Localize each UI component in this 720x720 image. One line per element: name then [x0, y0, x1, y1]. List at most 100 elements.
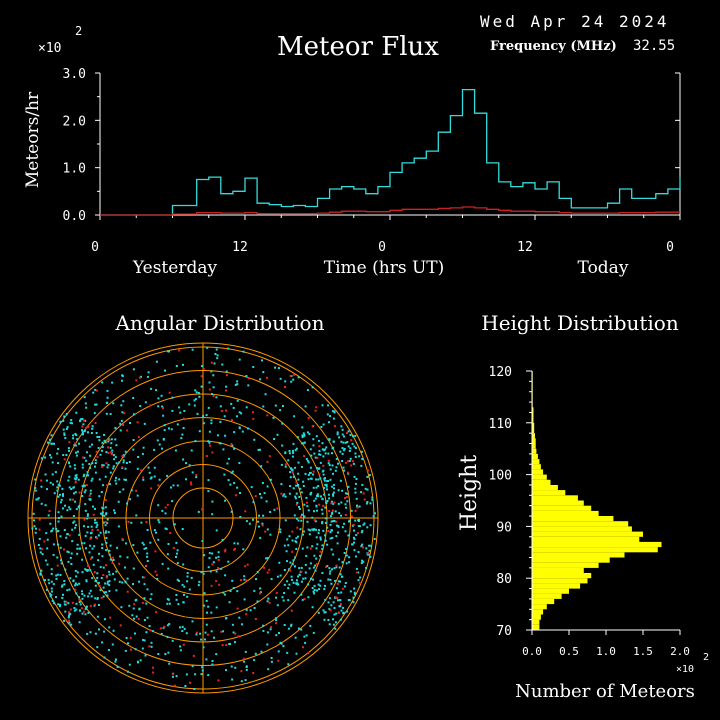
height-bar	[532, 500, 584, 506]
angular-point-cyan	[227, 457, 230, 460]
angular-point-cyan	[68, 486, 71, 489]
angular-point-cyan	[227, 479, 230, 482]
angular-point-cyan	[55, 574, 58, 577]
angular-point-cyan	[96, 598, 99, 601]
angular-point-red	[190, 481, 192, 484]
angular-point-cyan	[342, 611, 345, 614]
angular-point-cyan	[200, 385, 203, 388]
angular-point-cyan	[89, 569, 92, 572]
angular-point-cyan	[284, 452, 287, 455]
angular-point-cyan	[360, 562, 363, 565]
angular-point-cyan	[328, 572, 331, 575]
angular-point-cyan	[234, 666, 237, 669]
angular-point-cyan	[72, 515, 75, 517]
angular-point-cyan	[142, 576, 144, 579]
angular-point-cyan	[96, 524, 99, 527]
angular-point-cyan	[107, 649, 110, 651]
angular-point-red	[333, 425, 336, 428]
angular-point-red	[140, 469, 143, 472]
angular-point-cyan	[198, 580, 201, 583]
angular-point-cyan	[114, 660, 117, 663]
angular-point-cyan	[39, 551, 42, 554]
angular-point-cyan	[338, 512, 341, 515]
angular-point-cyan	[324, 534, 327, 537]
angular-point-cyan	[59, 420, 62, 423]
angular-point-cyan	[75, 524, 78, 527]
angular-point-cyan	[122, 461, 125, 464]
angular-point-cyan	[304, 405, 307, 408]
height-y-tick-label: 100	[489, 469, 512, 484]
angular-point-cyan	[181, 433, 184, 436]
angular-point-red	[218, 583, 221, 586]
angular-point-cyan	[35, 498, 38, 501]
angular-point-cyan	[292, 559, 295, 562]
flux-y-tick-label: 1.0	[63, 162, 86, 177]
angular-point-cyan	[96, 646, 99, 649]
angular-point-cyan	[245, 406, 248, 409]
angular-point-cyan	[216, 357, 219, 360]
angular-point-cyan	[313, 528, 316, 531]
angular-point-cyan	[83, 542, 86, 545]
angular-point-cyan	[118, 490, 121, 493]
angular-point-red	[242, 657, 245, 660]
angular-point-red	[127, 520, 130, 523]
angular-point-cyan	[316, 509, 318, 512]
flux-x-tick-label: 12	[517, 240, 533, 255]
angular-point-cyan	[60, 562, 63, 565]
angular-point-cyan	[340, 514, 343, 517]
angular-point-cyan	[319, 584, 322, 587]
angular-point-cyan	[283, 544, 286, 547]
angular-point-cyan	[35, 527, 37, 530]
angular-point-red	[94, 422, 97, 424]
angular-point-cyan	[244, 679, 247, 682]
angular-point-red	[347, 471, 349, 474]
angular-point-cyan	[56, 556, 59, 559]
angular-point-cyan	[74, 582, 77, 585]
height-bar	[532, 578, 588, 584]
angular-point-cyan	[332, 493, 334, 496]
angular-point-cyan	[346, 492, 349, 495]
angular-point-cyan	[52, 527, 55, 530]
angular-point-cyan	[322, 609, 325, 612]
angular-point-cyan	[78, 533, 81, 536]
angular-point-cyan	[164, 512, 167, 515]
height-bar	[532, 526, 632, 532]
angular-point-cyan	[50, 593, 53, 596]
angular-point-cyan	[302, 577, 305, 580]
angular-point-cyan	[250, 486, 253, 489]
angular-point-cyan	[164, 527, 167, 530]
angular-point-cyan	[81, 558, 84, 561]
angular-point-cyan	[326, 543, 329, 546]
angular-point-red	[83, 518, 86, 521]
angular-point-cyan	[353, 475, 356, 478]
angular-point-cyan	[318, 449, 321, 452]
angular-point-cyan	[95, 526, 98, 529]
angular-point-cyan	[332, 601, 335, 604]
angular-point-cyan	[354, 482, 357, 485]
angular-point-cyan	[334, 627, 337, 630]
angular-point-cyan	[105, 591, 108, 594]
angular-point-red	[303, 598, 306, 601]
angular-point-red	[367, 469, 369, 472]
angular-point-cyan	[272, 416, 275, 419]
angular-point-cyan	[292, 581, 295, 584]
angular-point-cyan	[358, 505, 361, 508]
angular-point-cyan	[306, 389, 309, 392]
angular-point-red	[123, 412, 126, 415]
angular-point-red	[149, 404, 152, 407]
angular-point-cyan	[171, 409, 174, 412]
angular-point-cyan	[321, 572, 324, 574]
angular-point-red	[135, 489, 138, 492]
angular-point-cyan	[81, 433, 84, 436]
angular-point-cyan	[258, 525, 260, 528]
angular-point-red	[68, 441, 71, 444]
angular-point-cyan	[114, 456, 117, 459]
angular-point-cyan	[313, 589, 316, 591]
angular-point-cyan	[332, 494, 335, 497]
angular-point-red	[300, 570, 303, 573]
angular-point-red	[104, 520, 107, 523]
height-x-tick-label: 2.0	[670, 645, 690, 658]
angular-point-cyan	[266, 485, 269, 488]
angular-point-cyan	[136, 467, 139, 470]
angular-point-cyan	[313, 554, 316, 557]
